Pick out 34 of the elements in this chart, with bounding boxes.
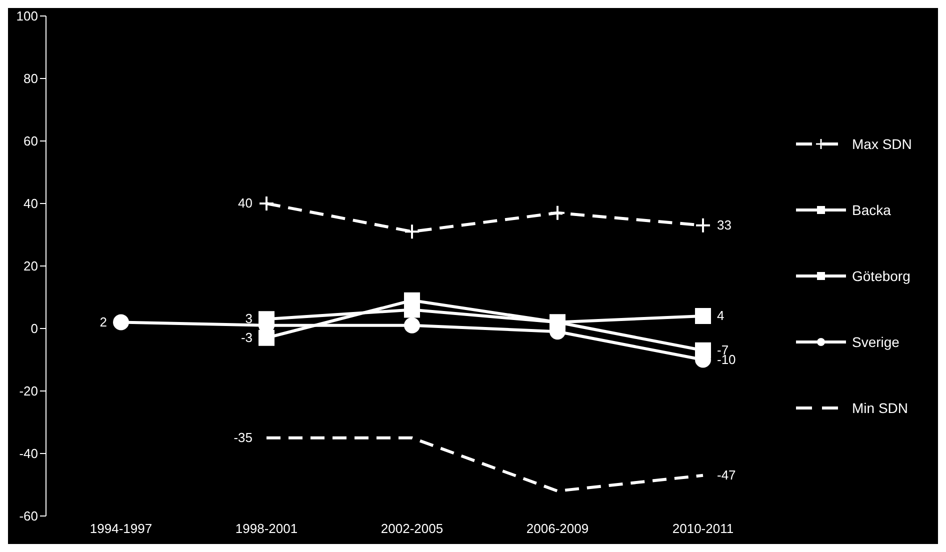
point (695, 217, 711, 234)
x-tick-label: 2010-2011 (672, 521, 734, 536)
point (404, 224, 420, 240)
data-label: -35 (234, 430, 252, 445)
legend-label: Göteborg (852, 268, 910, 284)
point (695, 308, 711, 324)
x-tick-label: 1998-2001 (235, 521, 298, 536)
x-tick-label: 2002-2005 (380, 521, 444, 536)
y-tick-label: -20 (19, 384, 38, 399)
legend-label: Max SDN (852, 136, 912, 152)
y-tick-label: -40 (19, 446, 38, 462)
point (113, 314, 129, 330)
legend-label: Backa (852, 202, 891, 218)
legend-label: Sverige (852, 334, 900, 350)
point (258, 196, 274, 212)
y-tick-label: -60 (19, 508, 38, 524)
x-tick-label: 2006-2009 (526, 521, 589, 536)
point (550, 204, 566, 221)
x-tick-label: 1994-1997 (90, 521, 152, 536)
legend-label: Min SDN (852, 400, 908, 416)
y-tick-label: 60 (24, 134, 38, 149)
y-tick-label: 40 (24, 196, 38, 212)
data-label: 3 (245, 311, 252, 326)
data-label: 2 (100, 314, 107, 330)
y-tick-label: 100 (16, 8, 38, 24)
y-tick-label: 80 (24, 71, 38, 86)
data-label: -47 (717, 467, 736, 482)
data-label: 33 (717, 217, 732, 232)
data-label: 40 (238, 196, 252, 210)
y-tick-label: 0 (30, 321, 38, 336)
data-label: 4 (717, 308, 724, 323)
data-label: -3 (240, 330, 252, 345)
point (404, 317, 420, 334)
y-tick-label: 20 (24, 258, 38, 274)
